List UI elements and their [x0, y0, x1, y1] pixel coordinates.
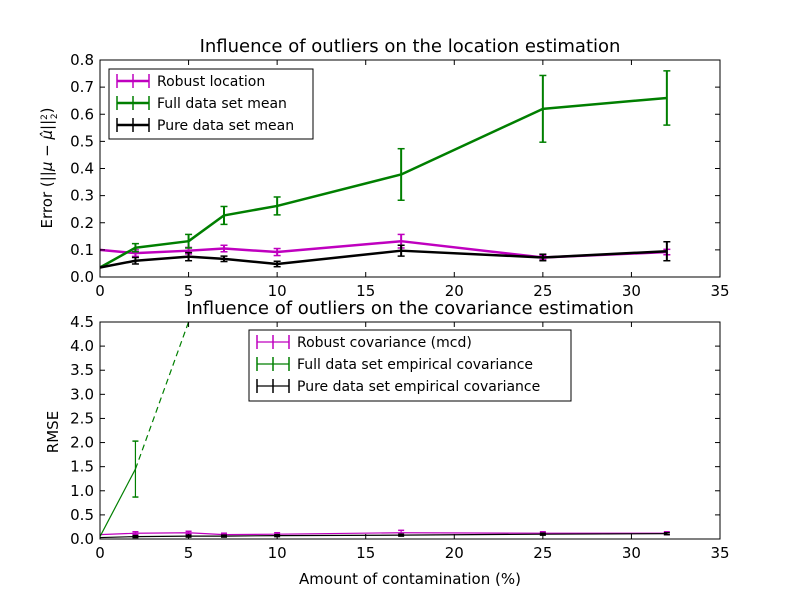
y-tick-label: 0.0: [70, 268, 94, 286]
series-line: [99, 249, 667, 269]
covariance-chart-frame: [99, 321, 721, 540]
x-tick-label: 0: [95, 544, 105, 562]
y-tick-label: 0.6: [70, 105, 94, 123]
x-tick-label: 35: [710, 282, 729, 300]
legend-entry-label: Robust covariance (mcd): [297, 335, 472, 351]
x-tick-label: 30: [622, 282, 641, 300]
legend-entry-label: Robust location: [157, 74, 265, 90]
series-full: [100, 322, 190, 537]
series-pure: [99, 240, 671, 269]
series-line: [100, 532, 667, 536]
location-chart-ylabel: Error (||μ − μ̂||22): [38, 108, 60, 229]
covariance-chart-title: Influence of outliers on the covariance …: [186, 298, 634, 319]
y-tick-label: 0.1: [70, 241, 94, 259]
series-full: [99, 70, 671, 269]
y-tick-label: 3.0: [70, 385, 94, 403]
y-tick-label: 1.0: [70, 482, 94, 500]
covariance-legend-frame: [248, 329, 572, 402]
y-tick-label: 2.0: [70, 434, 94, 452]
x-tick-label: 35: [710, 544, 729, 562]
y-tick-label: 4.5: [70, 313, 94, 331]
legend-entry-label: Pure data set mean: [157, 118, 294, 134]
x-tick-label: 10: [268, 282, 287, 300]
y-tick-label: 0.5: [70, 506, 94, 524]
covariance-chart-xlabel: Amount of contamination (%): [299, 570, 521, 588]
x-tick-label: 20: [445, 282, 464, 300]
x-tick-label: 25: [533, 282, 552, 300]
covariance-legend: Robust covariance (mcd) Full data set emp…: [248, 329, 572, 402]
legend-entry-label: Full data set empirical covariance: [297, 357, 533, 373]
x-tick-label: 5: [184, 282, 194, 300]
y-tick-label: 0.5: [70, 132, 94, 150]
y-tick-label: 0.2: [70, 214, 94, 232]
series-line: [100, 468, 136, 537]
covariance-chart-ylabel: RMSE: [44, 411, 62, 453]
series-line-dashed: [134, 322, 190, 470]
x-tick-label: 15: [356, 282, 375, 300]
location-chart: Influence of outliers on the location es…: [38, 36, 730, 300]
x-tick-label: 25: [533, 544, 552, 562]
y-tick-label: 2.5: [70, 409, 94, 427]
series-line: [99, 239, 667, 259]
y-tick-label: 1.5: [70, 458, 94, 476]
legend-entry-label: Pure data set empirical covariance: [297, 379, 540, 395]
y-tick-label: 0.7: [70, 78, 94, 96]
series-line: [100, 533, 667, 539]
location-chart-title: Influence of outliers on the location es…: [200, 36, 621, 57]
series-line: [99, 96, 667, 269]
x-tick-label: 15: [356, 544, 375, 562]
y-tick-label: 0.0: [70, 530, 94, 548]
x-tick-label: 10: [268, 544, 287, 562]
y-tick-label: 0.4: [70, 160, 94, 178]
legend-entry-label: Full data set mean: [157, 96, 287, 112]
y-tick-label: 3.5: [70, 361, 94, 379]
y-tick-label: 4.0: [70, 337, 94, 355]
x-tick-label: 20: [445, 544, 464, 562]
location-legend: Robust location Full data set mean Pure da…: [108, 68, 314, 140]
y-tick-label: 0.8: [70, 51, 94, 69]
x-tick-label: 0: [95, 282, 105, 300]
y-tick-label: 0.3: [70, 187, 94, 205]
x-tick-label: 30: [622, 544, 641, 562]
x-tick-label: 5: [184, 544, 194, 562]
covariance-chart: Influence of outliers on the covariance …: [44, 298, 730, 588]
